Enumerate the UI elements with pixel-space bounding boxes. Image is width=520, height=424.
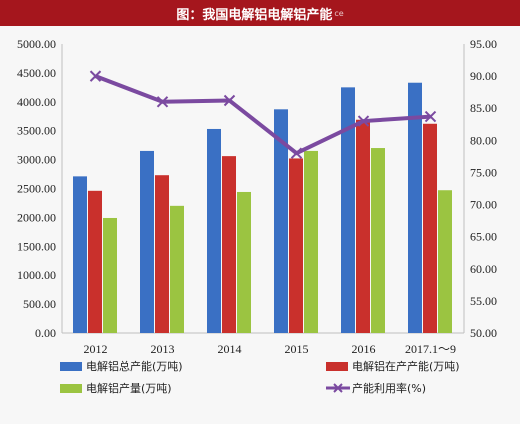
- x-tick-label: 2012: [84, 342, 108, 356]
- legend-label: 产能利用率(%): [352, 381, 426, 395]
- bar-1: [408, 82, 422, 333]
- y-tick-label: 5000.00: [17, 37, 56, 51]
- bar-1: [274, 109, 288, 334]
- bar-2: [88, 190, 102, 333]
- y2-tick-label: 85.00: [470, 101, 497, 115]
- watermark-text: ce: [334, 8, 344, 18]
- legend-swatch: [326, 362, 348, 371]
- bar-2: [423, 123, 437, 333]
- y2-tick-label: 55.00: [470, 294, 497, 308]
- y-tick-label: 500.00: [23, 297, 56, 311]
- bar-1: [207, 128, 221, 333]
- line-point-marker: [223, 94, 236, 107]
- y-tick-label: 4000.00: [17, 95, 56, 109]
- y2-tick-label: 65.00: [470, 230, 497, 244]
- y2-tick-label: 95.00: [470, 37, 497, 51]
- y-tick-label: 3000.00: [17, 153, 56, 167]
- bar-2: [155, 175, 169, 333]
- legend-label: 电解铝在产产能(万吨): [352, 359, 460, 373]
- bar-3: [304, 150, 318, 333]
- x-tick-label: 2017.1～9: [405, 342, 456, 356]
- legend-label: 电解铝产量(万吨): [86, 381, 172, 395]
- y-tick-label: 2500.00: [17, 182, 56, 196]
- line-point-marker: [156, 96, 169, 108]
- legend-label: 电解铝总产能(万吨): [86, 359, 183, 373]
- y-tick-label: 3500.00: [17, 124, 56, 138]
- x-tick-label: 2014: [218, 342, 242, 356]
- chart-title-bar: 图：我国电解铝电解铝产能 ce: [0, 0, 520, 26]
- bar-1: [341, 87, 355, 333]
- line-point-marker: [89, 70, 102, 82]
- y2-tick-label: 50.00: [470, 326, 497, 340]
- bar-1: [140, 150, 154, 333]
- y2-tick-label: 90.00: [470, 69, 497, 83]
- y2-tick-label: 75.00: [470, 165, 497, 179]
- x-tick-label: 2016: [352, 342, 376, 356]
- y-tick-label: 4500.00: [17, 66, 56, 80]
- y-tick-label: 1000.00: [17, 268, 56, 282]
- y2-tick-label: 70.00: [470, 198, 497, 212]
- y-tick-label: 2000.00: [17, 210, 56, 224]
- bar-1: [73, 176, 87, 333]
- y-tick-label: 1500.00: [17, 239, 56, 253]
- legend-swatch: [60, 384, 82, 393]
- x-tick-label: 2013: [151, 342, 175, 356]
- bar-3: [438, 190, 452, 333]
- bar-2: [222, 156, 236, 333]
- legend-swatch: [60, 362, 82, 371]
- y-tick-label: 0.00: [35, 326, 56, 340]
- bar-2: [289, 158, 303, 333]
- bar-3: [237, 191, 251, 333]
- y2-tick-label: 60.00: [470, 262, 497, 276]
- utilization-line: [94, 74, 431, 156]
- line-point-marker: [290, 147, 303, 159]
- chart-title: 图：我国电解铝电解铝产能: [176, 7, 333, 23]
- line-point-marker: [357, 115, 370, 127]
- legend-marker: [333, 383, 343, 393]
- bar-3: [103, 217, 117, 333]
- line-point-marker: [424, 110, 437, 123]
- bar-3: [371, 148, 385, 333]
- x-tick-label: 2015: [285, 342, 309, 356]
- bar-3: [170, 205, 184, 333]
- bar-2: [356, 119, 370, 333]
- y2-tick-label: 80.00: [470, 133, 497, 147]
